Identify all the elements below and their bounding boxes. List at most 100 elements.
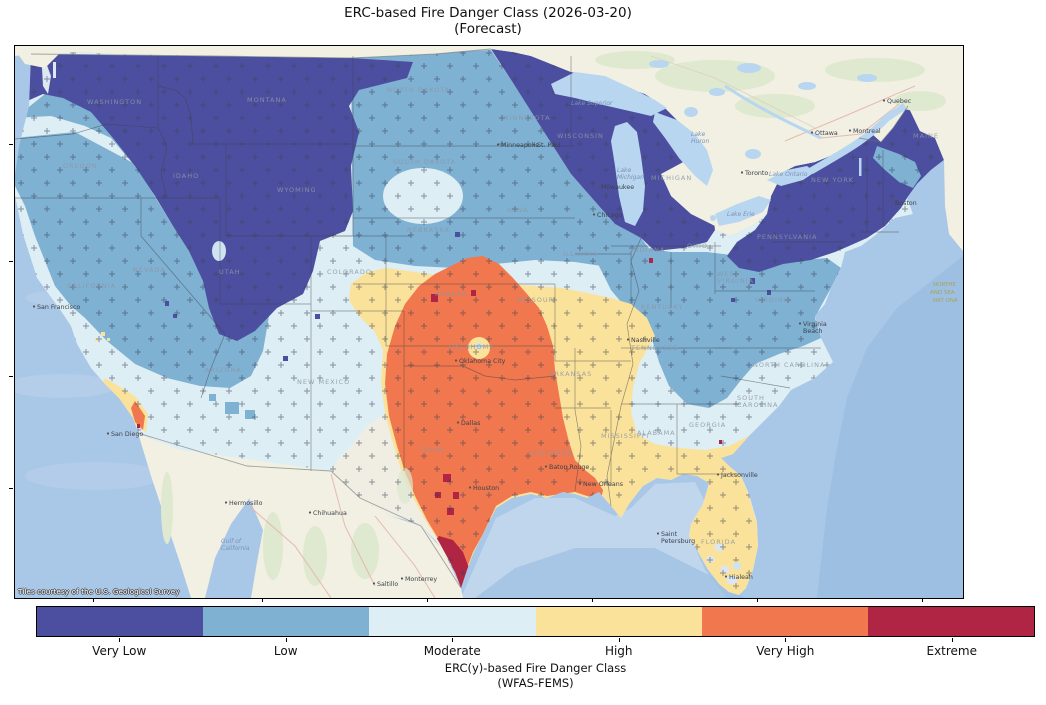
map-label: Virginia — [803, 321, 827, 328]
map-label: UTAH — [219, 268, 241, 276]
map-label: Lake — [691, 131, 705, 138]
map-label: Saltillo — [377, 581, 398, 588]
lake-erie — [715, 196, 771, 226]
map-panel: WASHINGTON OREGON IDAHO MONTANA WYOMING NEVAD… — [14, 45, 964, 599]
map-label: MISSISSIPPI — [601, 432, 650, 440]
map-label: New Orleans — [583, 481, 623, 488]
city-dot — [224, 501, 228, 504]
gulf-deep-water — [475, 548, 745, 598]
city-dot — [454, 359, 458, 362]
map-label: San Diego — [111, 431, 143, 438]
map-label: LOUISIANA — [529, 449, 573, 457]
legend-label-very-low: Very Low — [92, 644, 147, 658]
legend-label-moderate: Moderate — [423, 644, 481, 658]
canada-land — [15, 46, 963, 251]
legend-label-low: Low — [273, 644, 298, 658]
great-lakes — [212, 72, 862, 570]
map-label: PENNSYLVANIA — [757, 233, 817, 241]
legend-caption: ERC(y)-based Fire Danger Class (WFAS-FEM… — [36, 661, 1035, 691]
legend-segment-moderate — [369, 607, 536, 636]
legend-segment-high — [535, 607, 702, 636]
map-label: Hialeah — [729, 574, 753, 581]
map-label: OHIO — [687, 242, 708, 250]
map-label: FLORIDA — [701, 538, 736, 546]
city-dot — [716, 473, 720, 476]
map-label: Gulf of — [221, 538, 242, 545]
city-dot — [724, 575, 728, 578]
map-label: MINNESOTA — [503, 114, 551, 122]
map-label: Nashville — [631, 337, 660, 344]
map-label: KANSAS — [435, 290, 467, 298]
map-label: NAT ONA — [933, 298, 958, 304]
map-label: Beach — [803, 328, 823, 335]
map-label: Monterrey — [405, 576, 437, 583]
map-label: San Francisco — [37, 304, 80, 311]
map-label: Dallas — [461, 420, 480, 427]
map-label: WYOMING — [277, 186, 317, 194]
lake-okeechobee — [733, 562, 741, 570]
map-label: NORTH DAKOTA — [387, 86, 450, 94]
map-label: Boston — [895, 200, 917, 207]
map-label: Baton Rouge — [549, 464, 589, 471]
city-dot — [592, 213, 596, 216]
state-labels: WASHINGTON OREGON IDAHO MONTANA WYOMING NEVAD… — [63, 86, 939, 546]
map-label: Houston — [473, 485, 499, 492]
map-label: ARKANSAS — [549, 370, 592, 378]
map-label: NORTH CAROLINA — [753, 361, 825, 369]
mexico-road — [248, 505, 332, 598]
map-label: Chihuahua — [313, 510, 347, 517]
map-label: MAINE — [913, 132, 939, 140]
map-label: COLORADO — [327, 268, 372, 276]
map-label: NORTHE — [933, 282, 956, 288]
city-dot — [626, 338, 630, 341]
canada-road — [650, 55, 816, 129]
map-label: Quebec — [887, 98, 912, 105]
map-label: Minneapolis — [501, 142, 539, 149]
map-label: OREGON — [63, 162, 98, 170]
lake-michigan — [611, 122, 645, 226]
map-label: Lake Superior — [571, 100, 613, 107]
state-borders — [15, 56, 899, 507]
map-label: Huron — [691, 138, 709, 145]
map-label: Hermosillo — [229, 500, 263, 507]
city-dot — [456, 421, 460, 424]
city-dot — [106, 432, 110, 435]
map-label: OKLAHOMA — [449, 343, 495, 351]
map-label: Toronto — [744, 170, 768, 177]
map-label: WEST — [717, 270, 740, 278]
city-dot — [32, 305, 36, 308]
city-dot — [400, 577, 404, 580]
map-label: TENNESSEE — [630, 344, 678, 352]
legend-caption-line1: ERC(y)-based Fire Danger Class — [444, 661, 627, 675]
map-label: VIRGINIA — [755, 296, 792, 304]
city-dot — [656, 532, 660, 535]
map-label: California — [221, 545, 250, 552]
great-salt-lake — [212, 241, 226, 261]
country-borders — [30, 48, 909, 589]
map-label: Ottawa — [815, 130, 838, 137]
map-label: NEVADA — [133, 266, 166, 274]
map-label: MICHIGAN — [651, 174, 692, 182]
map-label: Petersburg — [661, 538, 695, 545]
legend-segment-very-low — [37, 607, 204, 636]
legend-segment-low — [203, 607, 370, 636]
map-label: ARIZONA — [205, 366, 242, 374]
legend-ticks — [36, 637, 1035, 642]
map-label: NEW MEXICO — [297, 378, 350, 386]
lake-ontario — [767, 166, 815, 186]
city-dot — [372, 582, 376, 585]
map-label: VIRGINIA — [717, 277, 754, 285]
legend-caption-line2: (WFAS-FEMS) — [497, 676, 574, 690]
lake-huron — [653, 112, 713, 186]
map-label: CAROLINA — [737, 401, 778, 409]
map-label: Jacksonville — [720, 472, 758, 479]
legend-colorbar — [36, 606, 1035, 637]
map-label: WASHINGTON — [87, 98, 142, 106]
map-label: SOUTH DAKOTA — [393, 158, 456, 166]
legend-label-very-high: Very High — [756, 644, 815, 658]
map-label: KENTUCKY — [641, 303, 684, 311]
map-label: IDAHO — [173, 172, 199, 180]
city-dot — [308, 511, 312, 514]
